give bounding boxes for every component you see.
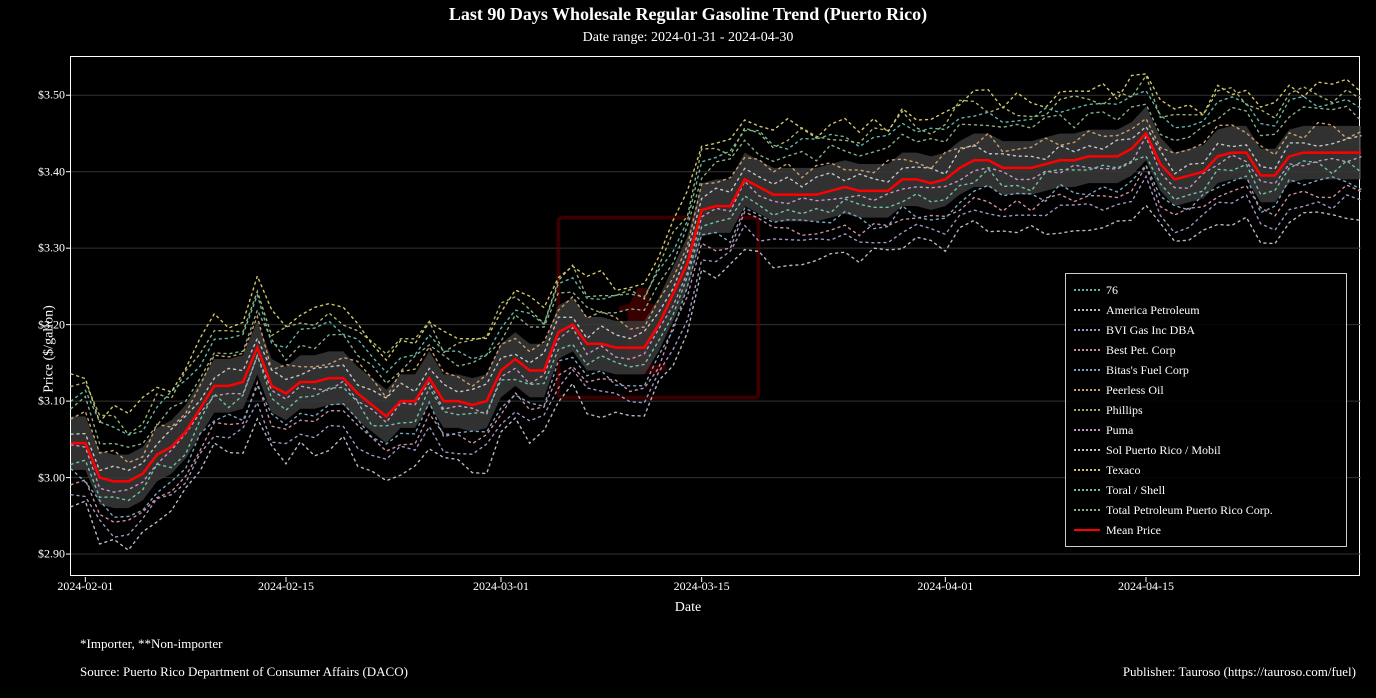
legend-label: Total Petroleum Puerto Rico Corp. [1106, 503, 1273, 518]
legend-item: Mean Price [1074, 520, 1338, 540]
chart-title: Last 90 Days Wholesale Regular Gasoline … [0, 4, 1376, 25]
y-tick-label: $2.90 [38, 547, 65, 562]
legend-item: Best Pet. Corp [1074, 340, 1338, 360]
footnote-source: Source: Puerto Rico Department of Consum… [80, 664, 408, 680]
legend-item: BVI Gas Inc DBA [1074, 320, 1338, 340]
legend-label: America Petroleum [1106, 303, 1200, 318]
legend: 76 America Petroleum BVI Gas Inc DBA Best P… [1065, 273, 1347, 547]
legend-label: Texaco [1106, 463, 1140, 478]
y-tick-label: $3.50 [38, 88, 65, 103]
y-tick-label: $3.00 [38, 470, 65, 485]
x-axis-label: Date [0, 600, 1376, 616]
x-tick-label: 2024-04-01 [917, 579, 973, 594]
x-tick-label: 2024-02-15 [258, 579, 314, 594]
x-tick-label: 2024-04-15 [1118, 579, 1174, 594]
y-tick-label: $3.40 [38, 164, 65, 179]
legend-label: Bitas's Fuel Corp [1106, 363, 1189, 378]
x-tick-label: 2024-02-01 [57, 579, 113, 594]
legend-item: Bitas's Fuel Corp [1074, 360, 1338, 380]
legend-label: Puma [1106, 423, 1133, 438]
legend-item: Toral / Shell [1074, 480, 1338, 500]
legend-item: Total Petroleum Puerto Rico Corp. [1074, 500, 1338, 520]
x-tick-label: 2024-03-15 [674, 579, 730, 594]
legend-item: Texaco [1074, 460, 1338, 480]
y-tick-label: $3.20 [38, 317, 65, 332]
plot-area: t $2.90$3.00$3.10$3.20$3.30$3.40$3.50 20… [70, 56, 1360, 576]
publisher-note: Publisher: Tauroso (https://tauroso.com/… [1123, 664, 1356, 680]
legend-label: Mean Price [1106, 523, 1161, 538]
legend-label: 76 [1106, 283, 1118, 298]
y-tick-label: $3.30 [38, 241, 65, 256]
y-tick-label: $3.10 [38, 394, 65, 409]
legend-label: Sol Puerto Rico / Mobil [1106, 443, 1221, 458]
legend-label: Best Pet. Corp [1106, 343, 1176, 358]
legend-item: America Petroleum [1074, 300, 1338, 320]
legend-item: 76 [1074, 280, 1338, 300]
legend-item: Puma [1074, 420, 1338, 440]
legend-label: Phillips [1106, 403, 1143, 418]
footnote-importer: *Importer, **Non-importer [80, 636, 222, 652]
legend-label: BVI Gas Inc DBA [1106, 323, 1195, 338]
x-tick-label: 2024-03-01 [473, 579, 529, 594]
legend-item: Peerless Oil [1074, 380, 1338, 400]
legend-label: Peerless Oil [1106, 383, 1164, 398]
legend-item: Sol Puerto Rico / Mobil [1074, 440, 1338, 460]
chart-subtitle: Date range: 2024-01-31 - 2024-04-30 [0, 30, 1376, 46]
legend-item: Phillips [1074, 400, 1338, 420]
legend-label: Toral / Shell [1106, 483, 1165, 498]
chart-canvas: Last 90 Days Wholesale Regular Gasoline … [0, 0, 1376, 698]
